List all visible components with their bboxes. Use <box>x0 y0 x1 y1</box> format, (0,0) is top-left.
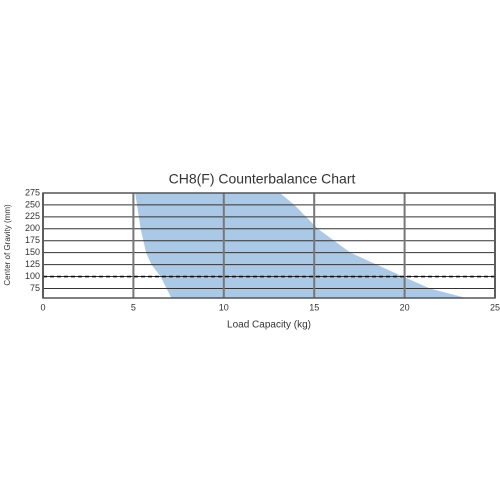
x-tick-label: 0 <box>40 302 45 312</box>
y-tick-label: 150 <box>25 247 40 257</box>
y-tick-label: 75 <box>30 283 40 293</box>
y-tick-label: 225 <box>25 211 40 221</box>
x-tick-label: 20 <box>400 302 410 312</box>
chart-title: CH8(F) Counterbalance Chart <box>169 171 356 187</box>
y-tick-label: 100 <box>25 271 40 281</box>
y-tick-label: 275 <box>25 187 40 197</box>
plot-border <box>42 192 496 299</box>
x-tick-label: 5 <box>131 302 136 312</box>
y-axis-label: Center of Gravity (mm) <box>3 204 12 286</box>
x-axis-label: Load Capacity (kg) <box>227 320 311 331</box>
x-tick-label: 15 <box>309 302 319 312</box>
x-tick-label: 25 <box>490 302 500 312</box>
x-tick-label: 10 <box>219 302 229 312</box>
y-tick-label: 125 <box>25 259 40 269</box>
region <box>135 193 467 298</box>
y-tick-label: 250 <box>25 199 40 209</box>
y-tick-label: 200 <box>25 223 40 233</box>
y-tick-label: 175 <box>25 235 40 245</box>
